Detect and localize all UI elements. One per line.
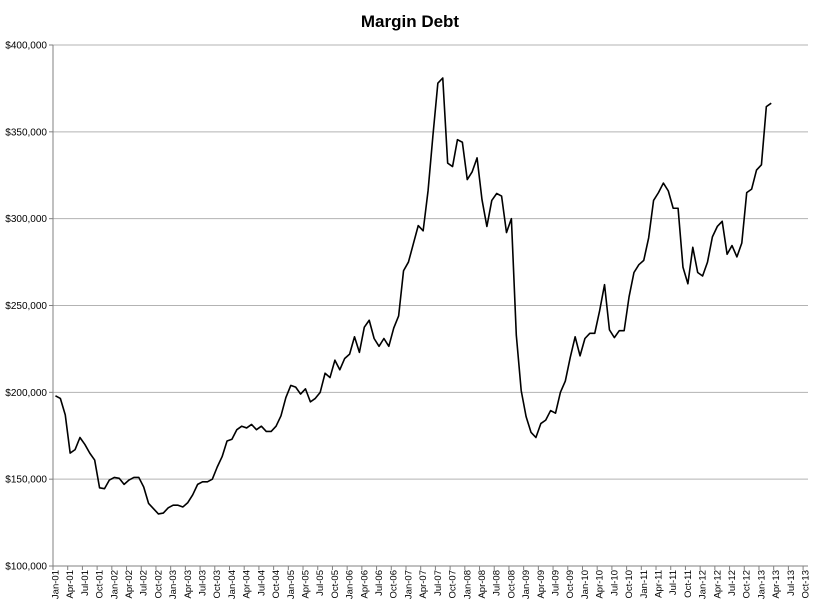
x-tick-label: Oct-06 bbox=[389, 570, 400, 599]
x-tick-label: Oct-11 bbox=[683, 570, 694, 598]
x-tick-label: Jul-07 bbox=[433, 570, 444, 596]
x-tick-label: Oct-03 bbox=[212, 570, 223, 599]
gridlines bbox=[53, 44, 808, 480]
x-tick-label: Oct-02 bbox=[153, 570, 164, 599]
x-axis-tick-labels: Jan-01 Apr-01 Jul-01 Oct-01 Jan-02 Apr-02 Jul-… bbox=[50, 570, 811, 599]
chart-title: Margin Debt bbox=[361, 12, 460, 31]
x-tick-label: Oct-12 bbox=[742, 570, 753, 599]
x-tick-label: Apr-03 bbox=[183, 570, 194, 599]
x-tick-label: Jan-08 bbox=[462, 570, 473, 599]
y-tick-label: $100,000 bbox=[5, 562, 47, 573]
x-tick-label: Jul-13 bbox=[786, 570, 797, 596]
series-layer bbox=[55, 77, 772, 515]
x-tick-label: Apr-05 bbox=[300, 570, 311, 599]
x-tick-label: Oct-07 bbox=[448, 570, 459, 599]
y-tick-label: $300,000 bbox=[5, 214, 47, 225]
x-tick-label: Apr-08 bbox=[477, 570, 488, 599]
x-tick-label: Jul-08 bbox=[492, 570, 503, 596]
x-tick-label: Oct-13 bbox=[801, 570, 812, 599]
x-tick-label: Oct-08 bbox=[506, 570, 517, 599]
y-tick-label: $200,000 bbox=[5, 388, 47, 399]
y-tick-label: $350,000 bbox=[5, 127, 47, 138]
x-tick-label: Apr-12 bbox=[712, 570, 723, 599]
x-tick-label: Apr-04 bbox=[242, 570, 253, 599]
x-tick-label: Oct-09 bbox=[565, 570, 576, 599]
x-tick-label: Jul-10 bbox=[609, 570, 620, 596]
x-tick-label: Apr-10 bbox=[595, 570, 606, 599]
x-tick-label: Apr-06 bbox=[359, 570, 370, 599]
x-tick-label: Jul-02 bbox=[139, 570, 150, 596]
x-tick-label: Jul-09 bbox=[551, 570, 562, 596]
y-tick-label: $400,000 bbox=[5, 41, 47, 52]
x-tick-label: Oct-04 bbox=[271, 570, 282, 599]
x-tick-label: Apr-02 bbox=[124, 570, 135, 599]
x-tick-label: Jan-04 bbox=[227, 570, 238, 599]
x-tick-label: Apr-07 bbox=[418, 570, 429, 599]
axes bbox=[49, 44, 808, 570]
x-tick-label: Jan-01 bbox=[50, 570, 61, 599]
x-tick-label: Jul-03 bbox=[198, 570, 209, 596]
x-tick-label: Jan-02 bbox=[109, 570, 120, 599]
x-tick-label: Jan-06 bbox=[345, 570, 356, 599]
x-tick-label: Jan-09 bbox=[521, 570, 532, 599]
series-line-margin-debt bbox=[55, 77, 772, 515]
y-axis-tick-labels: $100,000 $150,000 $200,000 $250,000 $300,000… bbox=[5, 41, 47, 573]
x-tick-label: Oct-01 bbox=[95, 570, 106, 599]
x-tick-label: Jul-12 bbox=[727, 570, 738, 596]
x-tick-label: Jul-06 bbox=[374, 570, 385, 596]
x-tick-label: Apr-11 bbox=[653, 570, 664, 598]
x-tick-label: Jan-07 bbox=[403, 570, 414, 599]
x-tick-label: Jul-01 bbox=[80, 570, 91, 596]
x-tick-label: Oct-10 bbox=[624, 570, 635, 599]
x-tick-label: Jan-05 bbox=[286, 570, 297, 599]
x-tick-label: Jan-12 bbox=[698, 570, 709, 599]
x-tick-label: Apr-01 bbox=[65, 570, 76, 599]
x-tick-label: Oct-05 bbox=[330, 570, 341, 599]
x-tick-label: Jan-10 bbox=[580, 570, 591, 599]
x-tick-label: Jul-11 bbox=[668, 570, 679, 595]
x-tick-label: Jan-13 bbox=[756, 570, 767, 599]
x-tick-label: Jul-05 bbox=[315, 570, 326, 596]
y-tick-label: $250,000 bbox=[5, 301, 47, 312]
y-tick-label: $150,000 bbox=[5, 475, 47, 486]
x-tick-label: Jul-04 bbox=[256, 570, 267, 596]
x-tick-label: Apr-13 bbox=[771, 570, 782, 599]
x-tick-label: Jan-11 bbox=[639, 570, 650, 598]
x-tick-label: Jan-03 bbox=[168, 570, 179, 599]
x-tick-label: Apr-09 bbox=[536, 570, 547, 599]
